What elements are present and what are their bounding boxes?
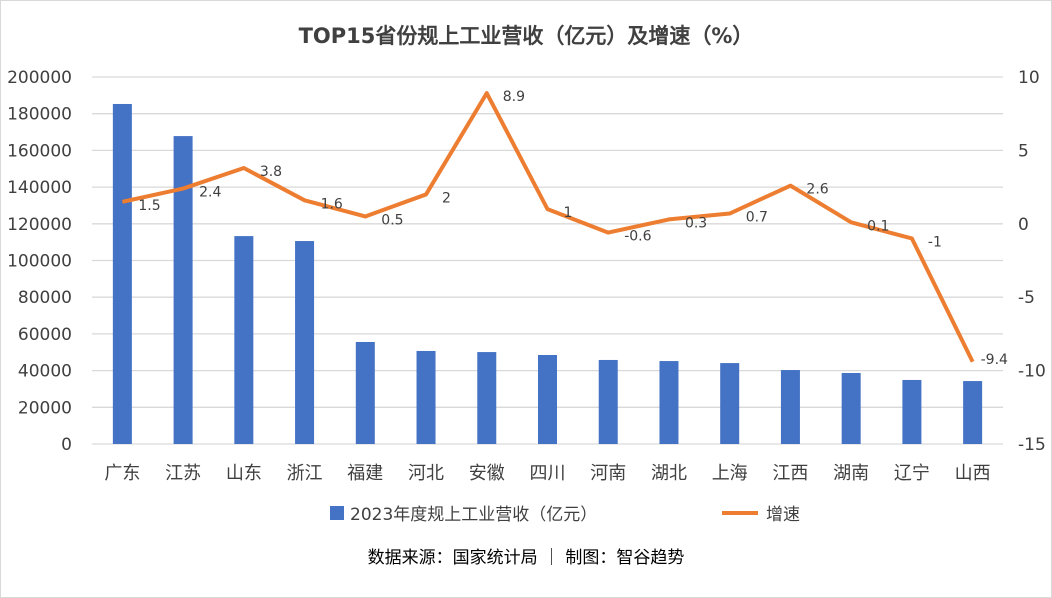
bar-福建 bbox=[355, 341, 375, 444]
growth-data-label: 0.5 bbox=[381, 212, 403, 228]
growth-data-label: 8.9 bbox=[503, 89, 525, 105]
bar-辽宁 bbox=[902, 379, 922, 444]
growth-data-label: -1 bbox=[928, 234, 942, 250]
category-label: 山西 bbox=[955, 463, 991, 484]
bar-山西 bbox=[963, 381, 983, 444]
legend-line-label: 增速 bbox=[766, 505, 800, 525]
growth-data-label: -9.4 bbox=[981, 352, 1008, 368]
category-label: 福建 bbox=[347, 463, 383, 484]
bar-浙江 bbox=[295, 241, 315, 444]
category-label: 江苏 bbox=[165, 463, 201, 484]
left-axis-tick: 180000 bbox=[7, 105, 72, 125]
category-label: 四川 bbox=[530, 463, 566, 484]
category-label: 浙江 bbox=[287, 463, 323, 484]
bar-安徽 bbox=[477, 352, 497, 444]
category-label: 江西 bbox=[772, 463, 808, 484]
bar-湖南 bbox=[841, 372, 861, 444]
left-axis-tick: 140000 bbox=[7, 178, 72, 198]
legend-bar-swatch bbox=[330, 506, 344, 520]
category-label: 安徽 bbox=[469, 463, 505, 484]
growth-data-label: 2 bbox=[442, 190, 451, 206]
left-axis-tick: 20000 bbox=[18, 398, 72, 418]
category-label: 辽宁 bbox=[894, 463, 930, 484]
growth-data-label: 0.3 bbox=[685, 215, 707, 231]
bar-湖北 bbox=[659, 361, 679, 444]
growth-data-label: 3.8 bbox=[260, 164, 282, 180]
growth-data-label: 2.4 bbox=[199, 185, 221, 201]
category-label: 山东 bbox=[226, 463, 262, 484]
growth-data-label: 0.7 bbox=[746, 210, 768, 226]
category-label: 河北 bbox=[408, 463, 444, 484]
growth-data-label: 1.5 bbox=[138, 198, 160, 214]
bar-广东 bbox=[112, 103, 132, 445]
right-axis-tick: -10 bbox=[1018, 362, 1046, 382]
category-label: 上海 bbox=[712, 463, 748, 484]
left-axis-tick: 200000 bbox=[7, 68, 72, 88]
right-axis-tick: 5 bbox=[1018, 141, 1029, 161]
right-axis-tick: -15 bbox=[1018, 435, 1046, 455]
growth-data-label: 2.6 bbox=[806, 182, 828, 198]
bar-江西 bbox=[780, 370, 800, 444]
bar-江苏 bbox=[173, 136, 193, 444]
growth-data-label: -0.6 bbox=[624, 229, 651, 245]
bar-河北 bbox=[416, 350, 436, 444]
chart-title: TOP15省份规上工业营收（亿元）及增速（%） bbox=[299, 24, 754, 48]
left-axis-tick: 60000 bbox=[18, 325, 72, 345]
bar-上海 bbox=[720, 363, 740, 444]
category-label: 湖北 bbox=[651, 463, 687, 484]
bar-山东 bbox=[234, 236, 254, 444]
left-axis-tick: 0 bbox=[61, 435, 72, 455]
category-label: 广东 bbox=[104, 463, 140, 484]
left-axis-tick: 80000 bbox=[18, 288, 72, 308]
right-axis-tick: 10 bbox=[1018, 68, 1040, 88]
category-label: 河南 bbox=[590, 463, 626, 484]
left-axis-tick: 120000 bbox=[7, 215, 72, 235]
growth-data-label: 1 bbox=[564, 205, 573, 221]
bar-河南 bbox=[598, 359, 618, 444]
legend-bar-label: 2023年度规上工业营收（亿元） bbox=[350, 505, 597, 525]
right-axis-tick: 0 bbox=[1018, 215, 1029, 235]
left-axis-tick: 100000 bbox=[7, 252, 72, 272]
growth-data-label: 0.1 bbox=[867, 218, 889, 234]
growth-data-label: 1.6 bbox=[321, 196, 343, 212]
category-label: 湖南 bbox=[833, 463, 869, 484]
left-axis-tick: 40000 bbox=[18, 362, 72, 382]
right-axis-tick: -5 bbox=[1018, 288, 1035, 308]
left-axis-tick: 160000 bbox=[7, 141, 72, 161]
bar-四川 bbox=[538, 355, 557, 444]
source-note: 数据来源：国家统计局 ｜ 制图：智谷趋势 bbox=[368, 548, 685, 568]
